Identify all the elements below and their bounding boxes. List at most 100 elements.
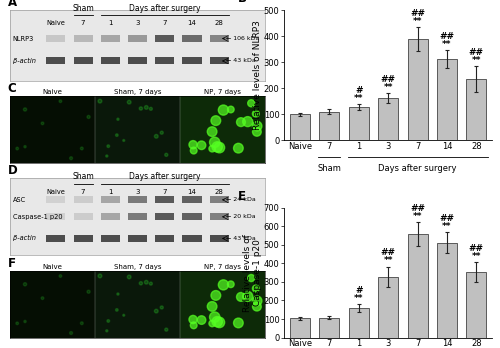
- Point: [142, 279, 150, 285]
- Text: ##: ##: [410, 9, 425, 18]
- Bar: [437, 243, 457, 338]
- Point: [198, 142, 205, 148]
- Point: [220, 282, 228, 288]
- Bar: [156, 235, 174, 242]
- Bar: [46, 35, 66, 42]
- Text: **: **: [442, 40, 452, 49]
- Text: ← 20 kDa: ← 20 kDa: [226, 214, 255, 219]
- Text: **: **: [384, 256, 393, 265]
- Point: [162, 152, 170, 158]
- Point: [253, 129, 261, 135]
- Point: [252, 111, 260, 117]
- Text: Naive: Naive: [42, 264, 62, 270]
- Text: ← 24 kDa: ← 24 kDa: [226, 197, 256, 202]
- Point: [210, 140, 218, 145]
- Bar: [156, 213, 174, 220]
- Text: **: **: [384, 83, 393, 92]
- Bar: [128, 57, 147, 64]
- Bar: [290, 114, 310, 140]
- Point: [244, 119, 252, 124]
- Text: ← 43 kDa: ← 43 kDa: [226, 236, 256, 241]
- Point: [120, 313, 128, 318]
- Bar: [46, 235, 66, 242]
- Text: C: C: [8, 82, 16, 95]
- Point: [13, 146, 21, 151]
- Bar: [210, 35, 229, 42]
- Point: [137, 280, 145, 286]
- Bar: [74, 35, 92, 42]
- Text: Caspase-1 p20: Caspase-1 p20: [12, 214, 62, 220]
- Text: Days after surgery: Days after surgery: [378, 164, 457, 173]
- Bar: [182, 213, 202, 220]
- Point: [189, 142, 197, 148]
- Bar: [182, 35, 202, 42]
- Point: [104, 318, 112, 324]
- Bar: [210, 213, 229, 220]
- Point: [190, 148, 198, 153]
- Text: A: A: [8, 0, 16, 9]
- Bar: [101, 213, 120, 220]
- Point: [213, 144, 221, 150]
- Text: β-actin: β-actin: [12, 235, 36, 242]
- Point: [142, 105, 150, 110]
- Bar: [46, 57, 66, 64]
- Bar: [10, 96, 95, 163]
- Text: **: **: [354, 294, 364, 303]
- Bar: [95, 271, 180, 338]
- Point: [114, 117, 122, 122]
- Point: [103, 328, 111, 334]
- Text: 3: 3: [136, 189, 140, 195]
- Text: **: **: [413, 17, 422, 26]
- Bar: [101, 235, 120, 242]
- Point: [208, 321, 216, 326]
- Point: [162, 327, 170, 332]
- Bar: [180, 96, 265, 163]
- Point: [113, 307, 121, 313]
- Point: [237, 119, 245, 125]
- Text: ##: ##: [380, 75, 396, 84]
- Point: [253, 304, 261, 309]
- Text: 1: 1: [108, 189, 112, 195]
- Bar: [74, 213, 92, 220]
- Bar: [156, 57, 174, 64]
- Bar: [210, 235, 229, 242]
- Text: **: **: [442, 222, 452, 231]
- Bar: [128, 196, 147, 203]
- Point: [208, 304, 216, 309]
- Point: [21, 319, 29, 324]
- Bar: [408, 39, 428, 140]
- Bar: [378, 98, 398, 140]
- Point: [158, 130, 166, 135]
- Y-axis label: Relative levels of NLRP3: Relative levels of NLRP3: [254, 21, 262, 130]
- Point: [158, 305, 166, 310]
- Point: [96, 273, 104, 279]
- Text: ← 106 kDa: ← 106 kDa: [226, 36, 259, 41]
- Text: ← 43 kDa: ← 43 kDa: [226, 58, 256, 63]
- Text: ##: ##: [469, 244, 484, 253]
- Point: [78, 321, 86, 326]
- Bar: [320, 112, 340, 140]
- Bar: [46, 213, 66, 220]
- Text: D: D: [8, 164, 17, 177]
- Text: **: **: [354, 94, 364, 103]
- Point: [210, 314, 218, 320]
- Point: [120, 138, 128, 143]
- Point: [227, 282, 235, 287]
- Bar: [466, 272, 486, 338]
- Point: [78, 146, 86, 151]
- Point: [234, 320, 242, 326]
- Text: ##: ##: [410, 204, 425, 213]
- Bar: [378, 277, 398, 338]
- Bar: [348, 308, 368, 338]
- Bar: [182, 196, 202, 203]
- Point: [253, 298, 261, 304]
- Text: Days after surgery: Days after surgery: [129, 172, 200, 181]
- Point: [213, 319, 221, 324]
- Text: E: E: [238, 190, 246, 203]
- Point: [190, 323, 198, 328]
- Bar: [128, 235, 147, 242]
- Text: B: B: [238, 0, 247, 5]
- Text: β-actin: β-actin: [12, 58, 36, 64]
- Text: 7: 7: [81, 20, 86, 26]
- Point: [244, 294, 252, 299]
